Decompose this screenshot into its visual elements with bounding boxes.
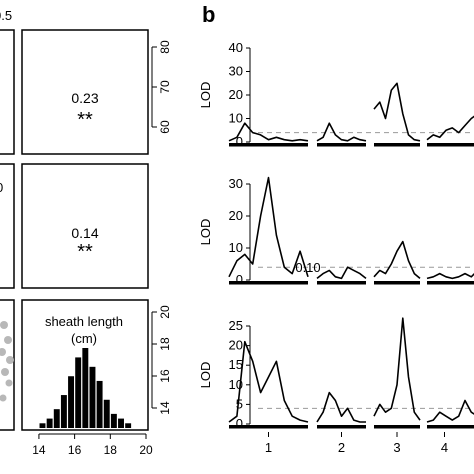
histogram-bar — [125, 423, 132, 428]
cut-tick-label: 0.5 — [0, 8, 12, 23]
lod-y-label: LOD — [198, 362, 213, 389]
chromosome-marker-bar — [427, 425, 474, 429]
histogram-bar — [46, 418, 53, 428]
chromosome-marker-bar — [374, 425, 420, 429]
hist-y-tick-label: 20 — [158, 305, 172, 319]
corr-panel-mid-frame — [21, 163, 149, 289]
lod-curve-chr2 — [316, 391, 366, 423]
hist-x-tick-label: 20 — [139, 443, 153, 457]
lod-panels: 010203040LOD0102030LOD0.100510152025LOD1… — [198, 40, 474, 455]
lod-y-label: LOD — [198, 219, 213, 246]
lod-panel: 0 10 20 30 40 LOD — [198, 40, 474, 149]
lod-y-tick-label: 40 — [229, 40, 243, 55]
lod-curve-chr4 — [426, 272, 474, 280]
chromosome-marker-bar — [374, 143, 420, 147]
lod-curve-chr3 — [373, 240, 421, 280]
histogram-bar — [39, 423, 46, 428]
lod-y-tick-label: 30 — [229, 64, 243, 79]
histogram-bar — [110, 413, 117, 428]
hist-y-tick-label: 16 — [158, 369, 172, 383]
histogram-x-axis: 14 16 18 20 — [32, 433, 153, 457]
corr-value-top: 0.23 — [71, 90, 98, 106]
chr-label: 3 — [393, 440, 400, 455]
lod-curve-chr2 — [316, 122, 367, 142]
histogram-bar — [60, 395, 67, 428]
lod-y-label: LOD — [198, 82, 213, 109]
corr-value-mid: 0.14 — [71, 225, 98, 241]
histogram-bar — [82, 348, 89, 428]
lod-y-tick-label: 0 — [236, 416, 243, 431]
chromosome-marker-bar — [427, 143, 474, 147]
chromosome-marker-bar — [229, 425, 308, 429]
histogram-bar — [68, 376, 75, 428]
hist-y-tick-label: 14 — [158, 401, 172, 415]
histogram-frame — [21, 299, 149, 431]
chr-label: 4 — [441, 440, 448, 455]
histogram-title-line2: (cm) — [71, 331, 97, 346]
lod-y-tick-label: 25 — [229, 318, 243, 333]
hist-x-tick-label: 16 — [68, 443, 82, 457]
chromosome-marker-bar — [317, 281, 366, 285]
cut-panel-mid — [0, 163, 15, 289]
corr-stars-mid: ** — [77, 241, 93, 263]
lod-y-tick-label: 10 — [229, 240, 243, 255]
chromosome-marker-bar — [229, 281, 308, 285]
lod-annotation: 0.10 — [295, 260, 320, 275]
corr-panel-top-frame — [21, 29, 149, 155]
lod-y-tick-label: 10 — [229, 111, 243, 126]
lod-curve-chr1 — [228, 122, 309, 142]
histogram-bar — [118, 418, 124, 428]
histogram-bar — [96, 380, 103, 428]
histogram-bars — [39, 348, 132, 428]
chromosome-marker-bar — [317, 143, 366, 147]
panel-a-left-partial: 0.5 0 — [0, 8, 15, 431]
top-axis-tick-label: 80 — [158, 40, 172, 54]
histogram-bar — [75, 357, 82, 428]
hist-x-tick-label: 14 — [32, 443, 46, 457]
lod-y-tick-label: 5 — [236, 396, 243, 411]
lod-curve-chr1 — [228, 176, 309, 278]
histogram-bar — [53, 409, 60, 428]
corr-panel-top: 0.23 ** — [21, 29, 149, 155]
chromosome-marker-bar — [317, 425, 366, 429]
histogram-title-line1: sheath length — [45, 314, 123, 329]
hist-x-tick-label: 18 — [104, 443, 118, 457]
chr-label: 1 — [265, 440, 272, 455]
histogram-panel: sheath length (cm) 14 16 18 20 — [21, 299, 153, 457]
lod-y-tick-label: 20 — [229, 87, 243, 102]
lod-y-tick-label: 20 — [229, 338, 243, 353]
cut-panel-bot — [0, 299, 15, 431]
lod-y-tick-label: 15 — [229, 357, 243, 372]
lod-y-tick-label: 20 — [229, 208, 243, 223]
cut-scatter-points — [0, 321, 14, 402]
corr-stars-top: ** — [77, 109, 93, 131]
panel-b-label: b — [202, 2, 215, 27]
cut-panel-top — [0, 29, 15, 155]
lod-y-tick-label: 0 — [236, 134, 243, 149]
lod-curve-chr4 — [426, 399, 474, 423]
lod-curve-chr3 — [373, 82, 421, 142]
cut-tick-mid: 0 — [0, 180, 3, 195]
corr-panel-mid: 0.14 ** — [21, 163, 149, 289]
panel-a-right-axes: 60 70 80 14 16 18 20 — [151, 40, 172, 415]
lod-curve-chr4 — [426, 115, 474, 141]
chromosome-marker-bar — [229, 143, 308, 147]
lod-curve-chr3 — [373, 317, 421, 421]
lod-curve-chr1 — [228, 340, 309, 423]
histogram-bar — [89, 366, 96, 428]
chr-label: 2 — [338, 440, 345, 455]
top-axis-tick-label: 70 — [158, 80, 172, 94]
histogram-bar — [103, 399, 110, 428]
lod-y-tick-label: 0 — [236, 272, 243, 287]
lod-y-tick-label: 30 — [229, 176, 243, 191]
lod-curve-chr2 — [316, 266, 367, 280]
top-axis-tick-label: 60 — [158, 120, 172, 134]
lod-panel: 0 10 20 30 LOD 0.10 — [198, 176, 474, 287]
hist-y-tick-label: 18 — [158, 337, 172, 351]
chromosome-marker-bar — [427, 281, 474, 285]
chromosome-marker-bar — [374, 281, 420, 285]
